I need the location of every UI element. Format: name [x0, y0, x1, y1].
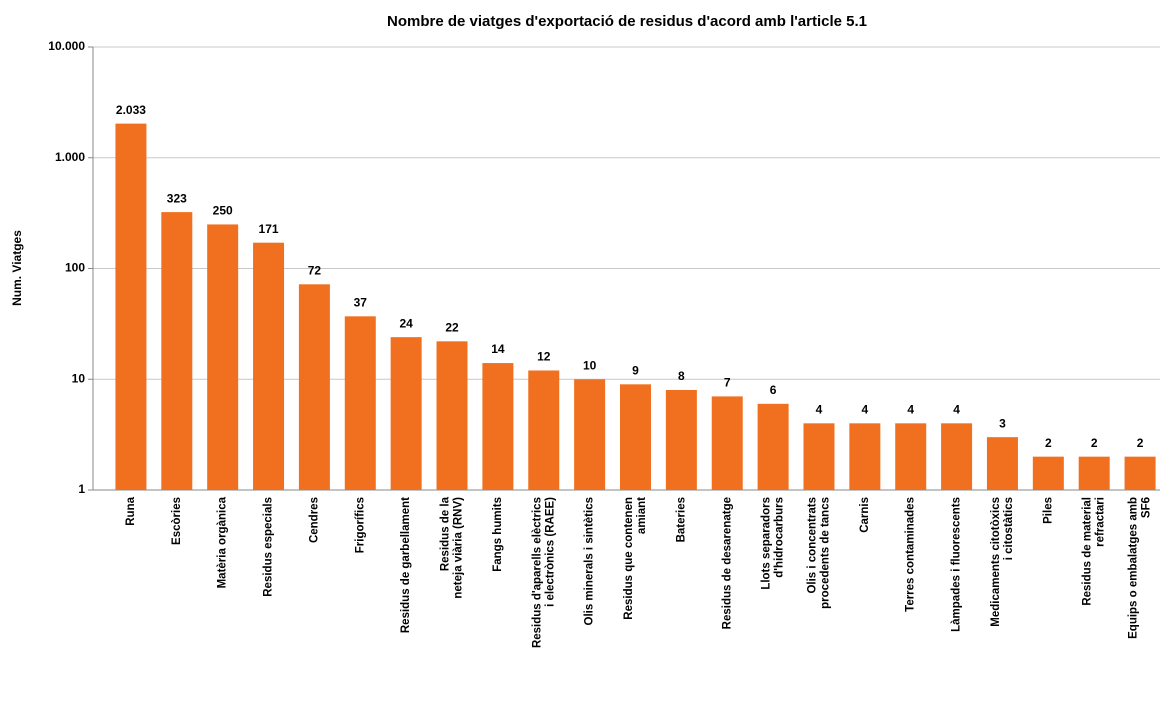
bar [986, 437, 1018, 490]
bar [1032, 456, 1064, 490]
x-tick-label: neteja viària (RNV) [453, 497, 465, 599]
bar [482, 363, 514, 490]
bar [803, 423, 835, 490]
x-tick-label: d'hidrocarburs [774, 497, 786, 578]
x-tick-label: amiant [636, 497, 648, 534]
y-tick-label: 1 [78, 482, 85, 496]
bar [757, 403, 789, 490]
x-tick-label: Equips o embalatges amb [1128, 497, 1140, 639]
value-label: 6 [770, 383, 777, 397]
x-tick-label: Matèria orgànica [217, 496, 229, 588]
x-tick-label: Residus de desarenatge [721, 497, 733, 629]
x-tick-label: Escòries [171, 497, 183, 545]
bar [528, 370, 560, 490]
value-label: 24 [399, 316, 413, 330]
x-tick-label: Olis i concentrats [807, 497, 819, 594]
chart-title: Nombre de viatges d'exportació de residu… [387, 13, 867, 30]
bar [344, 316, 376, 490]
y-tick-label: 1.000 [55, 150, 85, 164]
bar [574, 379, 606, 490]
x-tick-label: Fangs humits [492, 497, 504, 572]
value-label: 2 [1045, 436, 1052, 450]
x-tick-label: refractari [1095, 497, 1107, 547]
value-label: 8 [678, 369, 685, 383]
x-tick-label: i electrònics (RAEE) [544, 497, 556, 607]
value-label: 14 [491, 342, 505, 356]
x-tick-label: Residus que contenen [623, 497, 635, 620]
bar [665, 389, 697, 490]
y-axis-label: Num. Viatges [10, 230, 24, 306]
value-label: 250 [213, 204, 233, 218]
bar [620, 384, 651, 490]
bar [895, 423, 927, 490]
value-label: 323 [167, 191, 187, 205]
x-tick-label: Frigorífics [354, 497, 366, 553]
value-label: 171 [259, 222, 279, 236]
bar [390, 337, 422, 490]
y-tick-label: 10 [72, 371, 86, 385]
value-label: 9 [632, 363, 639, 377]
x-tick-label: Residus especials [263, 497, 275, 597]
y-tick-label: 10.000 [48, 39, 85, 53]
value-label: 2.033 [116, 103, 146, 117]
y-tick-label: 100 [65, 261, 85, 275]
x-tick-label: procedents de tancs [820, 497, 832, 609]
value-label: 72 [308, 263, 322, 277]
x-tick-label: Carnis [859, 497, 871, 533]
x-tick-label: Residus de la [440, 496, 452, 571]
bar [1124, 456, 1156, 490]
bar [253, 242, 285, 490]
bar [849, 423, 881, 490]
x-tick-label: Runa [125, 496, 137, 525]
x-tick-label: Olis minerals i sintètics [584, 497, 596, 625]
bar [298, 284, 330, 490]
x-tick-label: Residus de material [1082, 497, 1094, 606]
bar [161, 212, 193, 490]
x-tick-label: Residus de garbellament [400, 497, 412, 633]
value-label: 2 [1137, 436, 1144, 450]
value-label: 4 [816, 402, 823, 416]
x-tick-label: Terres contaminades [905, 497, 917, 612]
x-tick-label: i citostàtics [1003, 497, 1015, 560]
x-tick-label: SF6 [1141, 497, 1153, 518]
bar [941, 423, 973, 490]
value-label: 10 [583, 358, 597, 372]
x-tick-label: Residus d'aparells elèctrics [531, 497, 543, 648]
value-label: 37 [354, 295, 368, 309]
x-tick-label: Cendres [308, 497, 320, 543]
bar [711, 396, 743, 490]
value-label: 3 [999, 416, 1006, 430]
bar [115, 123, 147, 491]
x-tick-label: Llots separadors [761, 497, 773, 590]
x-tick-label: Bateries [675, 497, 687, 542]
value-label: 12 [537, 350, 551, 364]
x-tick-label: Làmpades i fluorescents [951, 497, 963, 632]
x-tick-label: Piles [1042, 497, 1054, 524]
value-label: 7 [724, 376, 731, 390]
value-label: 4 [953, 402, 960, 416]
bar [1078, 456, 1110, 490]
x-tick-label: Medicaments citotòxics [990, 497, 1002, 627]
value-label: 4 [862, 402, 869, 416]
value-label: 2 [1091, 436, 1098, 450]
bar [207, 224, 239, 490]
value-label: 4 [907, 402, 914, 416]
bar [436, 341, 468, 490]
value-label: 22 [445, 320, 459, 334]
